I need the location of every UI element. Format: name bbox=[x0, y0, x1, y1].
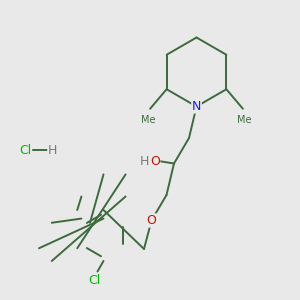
Text: N: N bbox=[192, 100, 201, 113]
Text: O: O bbox=[147, 214, 156, 227]
Text: H: H bbox=[48, 143, 57, 157]
Text: O: O bbox=[150, 154, 160, 168]
Text: Me: Me bbox=[237, 116, 252, 125]
Text: H: H bbox=[139, 154, 149, 168]
Text: Me: Me bbox=[141, 116, 156, 125]
Text: Cl: Cl bbox=[20, 143, 32, 157]
Text: Cl: Cl bbox=[88, 274, 101, 287]
